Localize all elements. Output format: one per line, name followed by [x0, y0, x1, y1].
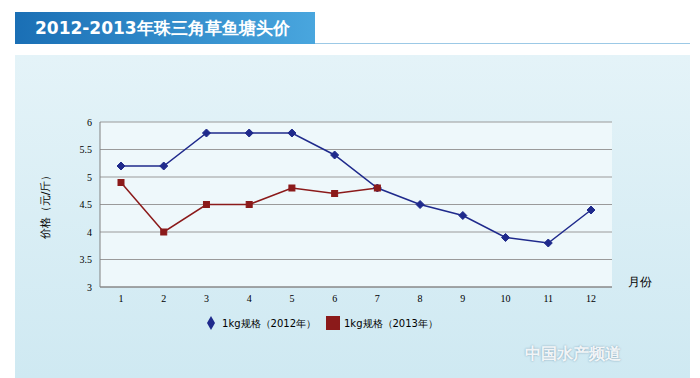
svg-text:6: 6: [87, 117, 92, 128]
svg-text:7: 7: [375, 293, 380, 304]
svg-text:5: 5: [289, 293, 294, 304]
svg-text:4.5: 4.5: [80, 199, 93, 210]
svg-text:3.5: 3.5: [80, 254, 93, 265]
svg-text:5.5: 5.5: [80, 144, 93, 155]
html-text:1kg规格（2012年）: 1kg规格（2012年）: [222, 318, 316, 329]
svg-text:9: 9: [460, 293, 465, 304]
svg-text:10: 10: [501, 293, 511, 304]
svg-text:价格（元/斤）: 价格（元/斤）: [39, 170, 52, 241]
html-text:1kg规格（2013年）: 1kg规格（2013年）: [344, 318, 438, 329]
html-text:中国水产频道: 中国水产频道: [525, 344, 621, 363]
svg-text:3: 3: [87, 282, 92, 293]
svg-text:8: 8: [418, 293, 423, 304]
svg-text:4: 4: [247, 293, 252, 304]
svg-text:12: 12: [586, 293, 596, 304]
svg-text:3: 3: [204, 293, 209, 304]
svg-text:4: 4: [87, 227, 92, 238]
svg-text:11: 11: [543, 293, 553, 304]
html-text:月份: 月份: [628, 275, 652, 289]
svg-text:6: 6: [332, 293, 337, 304]
html-text:2012-2013年珠三角草鱼塘头价: 2012-2013年珠三角草鱼塘头价: [35, 18, 290, 38]
svg-text:5: 5: [87, 172, 92, 183]
svg-text:1: 1: [119, 293, 124, 304]
svg-text:2: 2: [161, 293, 166, 304]
